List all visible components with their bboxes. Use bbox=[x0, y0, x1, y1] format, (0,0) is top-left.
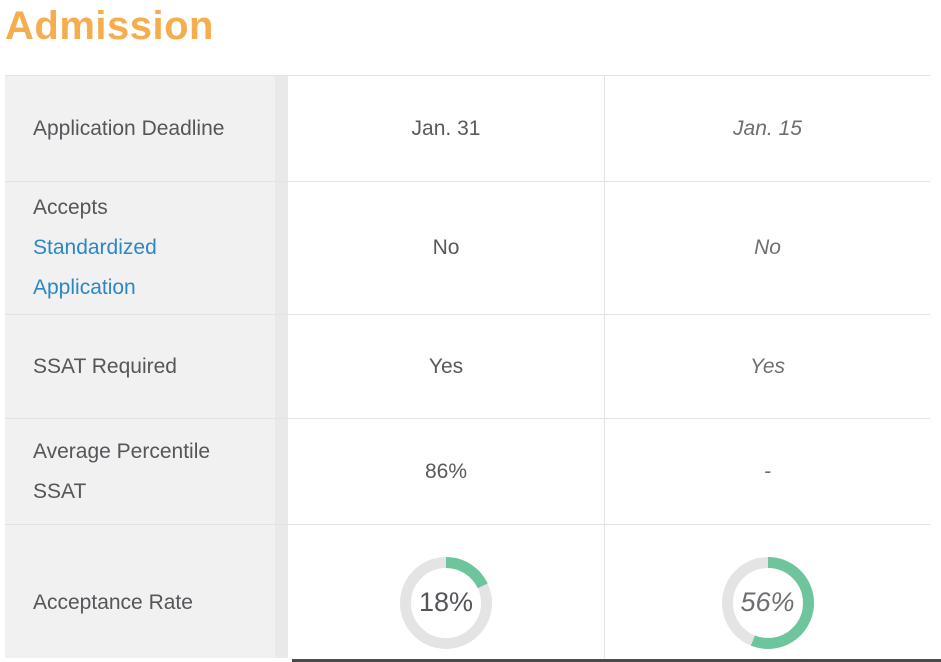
row-label-text: Application Deadline bbox=[33, 116, 225, 140]
row-label: Accepts Standardized Application bbox=[5, 182, 275, 314]
table-row-accepts-standardized-application: Accepts Standardized Application No No bbox=[5, 182, 930, 315]
table-row-average-percentile-ssat: Average Percentile SSAT 86% - bbox=[5, 419, 930, 525]
donut-center-label: 56% bbox=[740, 587, 795, 617]
column-spacer bbox=[275, 182, 288, 314]
column-spacer bbox=[275, 76, 288, 181]
admission-comparison-table: Application Deadline Jan. 31 Jan. 15 Acc… bbox=[5, 75, 930, 658]
value-school-1: 86% bbox=[288, 419, 605, 524]
row-label: SSAT Required bbox=[5, 315, 275, 418]
row-label-text: SSAT Required bbox=[33, 354, 177, 378]
donut-center-label: 18% bbox=[418, 587, 474, 617]
acceptance-rate-donut-school-1: 18% bbox=[398, 555, 494, 651]
acceptance-rate-cell-school-2: 56% bbox=[605, 525, 930, 658]
row-label-prefix: Accepts bbox=[33, 196, 108, 219]
row-label-text: Average Percentile SSAT bbox=[33, 439, 211, 503]
value-school-2: Yes bbox=[605, 315, 930, 418]
acceptance-rate-cell-school-1: 18% bbox=[288, 525, 605, 658]
row-label: Average Percentile SSAT bbox=[5, 419, 275, 524]
standardized-application-link[interactable]: Standardized Application bbox=[33, 236, 157, 299]
row-label: Acceptance Rate bbox=[5, 525, 275, 658]
row-label-text: Acceptance Rate bbox=[33, 590, 193, 614]
donut-chart bbox=[721, 556, 814, 649]
row-label-text: Accepts Standardized Application bbox=[33, 188, 263, 308]
value-school-1: Yes bbox=[288, 315, 605, 418]
value-school-2: - bbox=[605, 419, 930, 524]
donut-chart bbox=[400, 556, 492, 649]
column-spacer bbox=[275, 315, 288, 418]
table-row-ssat-required: SSAT Required Yes Yes bbox=[5, 315, 930, 419]
page-title: Admission bbox=[5, 4, 214, 48]
value-school-2: Jan. 15 bbox=[605, 76, 930, 181]
acceptance-rate-donut-school-2: 56% bbox=[720, 555, 816, 651]
table-row-acceptance-rate: Acceptance Rate 18% 56% bbox=[5, 525, 930, 658]
column-spacer bbox=[275, 525, 288, 658]
column-spacer bbox=[275, 419, 288, 524]
value-school-2: No bbox=[605, 182, 930, 314]
table-row-application-deadline: Application Deadline Jan. 31 Jan. 15 bbox=[5, 76, 930, 182]
row-label: Application Deadline bbox=[5, 76, 275, 181]
value-school-1: No bbox=[288, 182, 605, 314]
value-school-1: Jan. 31 bbox=[288, 76, 605, 181]
